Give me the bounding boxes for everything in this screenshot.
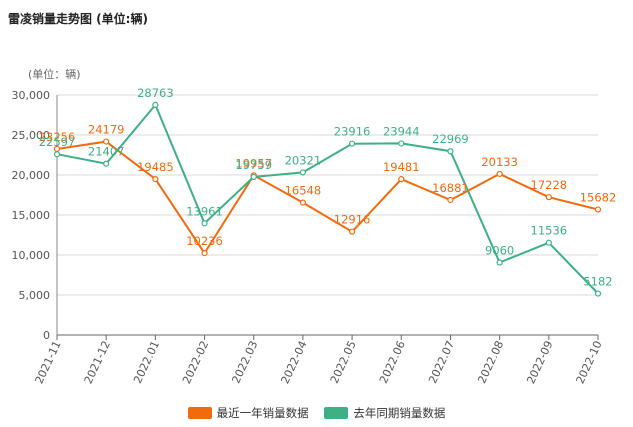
y-tick-label: 30,000 (12, 89, 51, 102)
data-label: 24179 (88, 123, 125, 137)
data-point (103, 160, 110, 167)
x-tick-label: 2022.05 (328, 339, 359, 386)
line-layer (56, 102, 599, 295)
data-point (447, 148, 454, 155)
data-label: 23256 (39, 130, 76, 144)
data-label: 20133 (481, 155, 518, 169)
x-tick-label: 2022.06 (377, 339, 408, 386)
data-point (594, 206, 602, 213)
y-tick-label: 0 (43, 329, 50, 342)
chart-title: 雷凌销量走势图 (单位:辆) (8, 12, 148, 26)
grid-layer (57, 94, 598, 296)
data-label: 19485 (137, 160, 174, 174)
data-point (398, 140, 405, 147)
data-point (348, 228, 356, 235)
legend-swatch-recent (187, 407, 212, 419)
data-label: 9060 (485, 244, 514, 258)
data-label: 15682 (580, 191, 617, 205)
data-point (447, 196, 454, 204)
data-point (545, 239, 552, 246)
data-label: 22597 (39, 135, 76, 149)
y-tick-label: 25,000 (12, 129, 51, 142)
data-point (103, 138, 110, 145)
data-point (299, 169, 307, 176)
data-label: 10236 (186, 234, 223, 248)
legend-swatch-last-year (324, 407, 349, 419)
data-label: 11536 (531, 224, 568, 238)
data-label: 19759 (235, 158, 272, 172)
legend-label-recent: 最近一年销量数据 (216, 406, 309, 420)
x-tick-label: 2022-09 (524, 339, 555, 386)
data-label: 21407 (88, 145, 125, 159)
data-point (299, 199, 307, 206)
x-tick-label: 2022.01 (131, 339, 162, 386)
data-point (250, 173, 257, 181)
x-tick-label: 2021-12 (82, 339, 113, 386)
x-tick-label: 2022-02 (180, 339, 211, 386)
data-point (545, 194, 552, 201)
data-label: 17228 (531, 178, 568, 192)
data-label: 5182 (583, 275, 612, 289)
data-point (348, 140, 356, 147)
data-point (152, 101, 159, 108)
x-tick-label: 2022.03 (229, 339, 260, 386)
y-tick-label: 5,000 (19, 289, 51, 302)
data-point (496, 259, 503, 266)
series-line (56, 140, 599, 255)
data-point (53, 151, 61, 158)
y-tick-label: 15,000 (12, 209, 51, 222)
point-layer (53, 101, 602, 297)
x-tick-label: 2022.07 (426, 339, 457, 386)
x-tick-label: 2022-10 (574, 339, 605, 386)
data-label: 19481 (383, 160, 420, 174)
data-label: 23916 (334, 125, 371, 139)
legend: 最近一年销量数据 去年同期销量数据 (0, 405, 633, 422)
data-point (496, 170, 503, 178)
legend-item-recent[interactable]: 最近一年销量数据 (187, 405, 309, 421)
data-label: 19957 (235, 156, 272, 170)
data-label: 13961 (186, 204, 223, 218)
series-line (56, 102, 599, 295)
y-tick-label: 20,000 (12, 169, 51, 182)
data-point (201, 220, 208, 227)
data-point (152, 176, 159, 183)
data-label: 23944 (383, 124, 420, 138)
data-label: 16548 (285, 184, 322, 198)
data-label: 12916 (334, 213, 371, 227)
x-tick-label: 2022-04 (278, 339, 309, 386)
data-point (594, 290, 602, 297)
y-unit-label: (单位：辆) (28, 67, 81, 81)
data-label: 28763 (137, 86, 174, 100)
data-point (398, 176, 405, 183)
data-label: 22969 (432, 132, 469, 146)
axis-layer: (单位：辆) 0 5,000 10,000 15,000 20,000 25,000 30,0… (12, 67, 605, 386)
label-layer: 23256 24179 19485 10236 19957 16548 12916 19481… (39, 86, 617, 289)
x-tick-label: 2022.08 (475, 339, 506, 386)
y-tick-label: 10,000 (12, 249, 51, 262)
legend-item-last-year[interactable]: 去年同期销量数据 (324, 405, 445, 421)
data-point (201, 250, 208, 257)
x-tick-label: 2021-11 (33, 339, 64, 386)
data-label: 20321 (285, 153, 322, 167)
legend-label-last-year: 去年同期销量数据 (353, 406, 446, 420)
data-label: 16881 (432, 181, 469, 195)
